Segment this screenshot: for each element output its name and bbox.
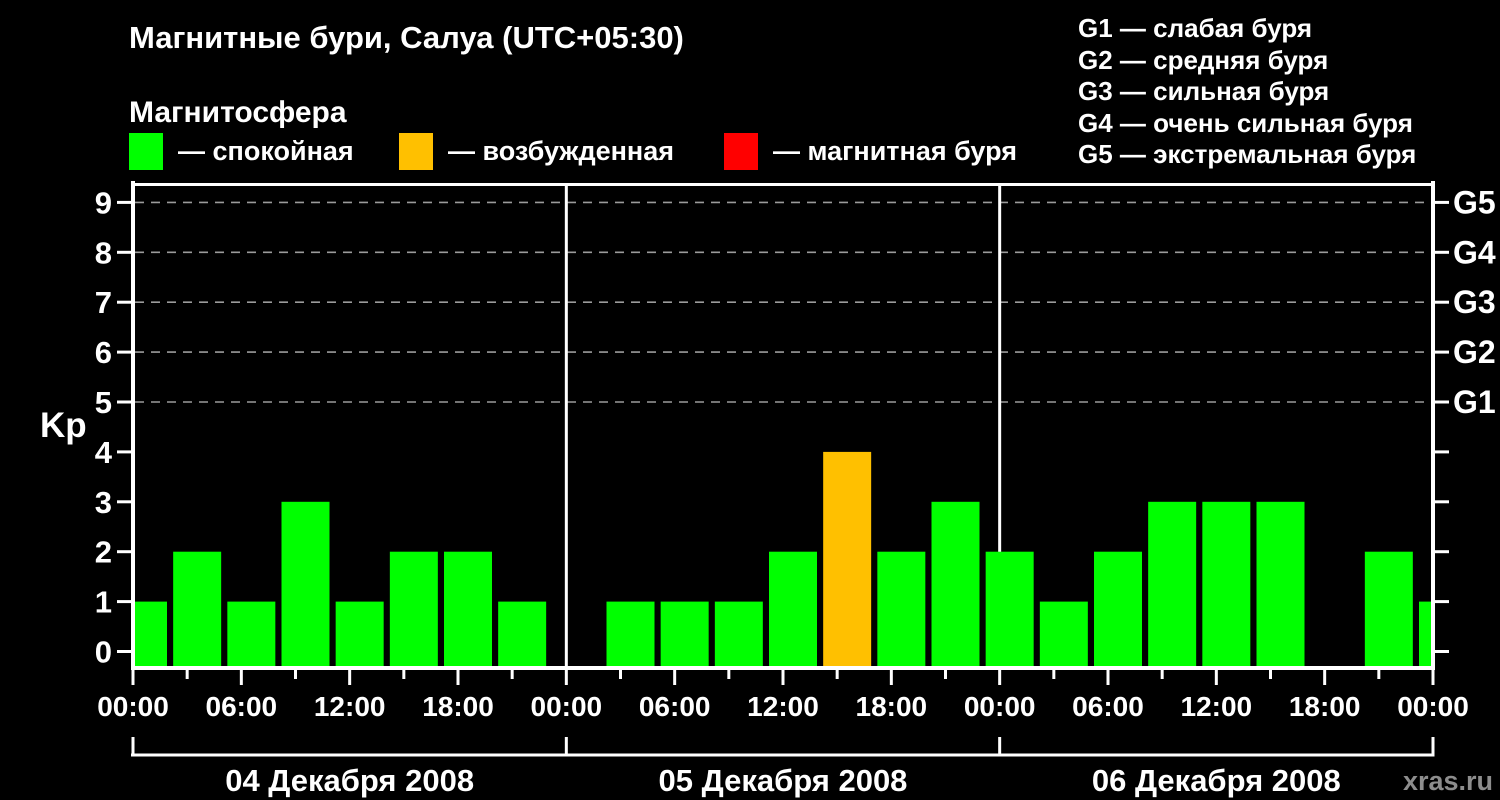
kp-bar-day0-slot0 bbox=[135, 601, 167, 668]
legend-item-unsettled: — возбужденная bbox=[399, 131, 674, 171]
legend-item-quiet: — спокойная bbox=[129, 131, 354, 171]
legend-label-unsettled: — возбужденная bbox=[448, 135, 674, 166]
kp-bar-day0-slot6 bbox=[444, 551, 493, 668]
x-tick-label: 00:00 bbox=[1397, 691, 1469, 722]
legend-label-storm: — магнитная буря bbox=[773, 135, 1017, 166]
kp-bar-day2-slot7 bbox=[1364, 551, 1413, 668]
kp-bar-day2-slot0 bbox=[985, 551, 1034, 668]
x-tick-label: 18:00 bbox=[856, 691, 928, 722]
kp-bar-day2-slot4 bbox=[1202, 501, 1251, 668]
x-tick-label: 18:00 bbox=[1289, 691, 1361, 722]
kp-bar-day3-slot0 bbox=[1418, 601, 1431, 668]
kp-bar-day0-slot5 bbox=[389, 551, 438, 668]
y-tick-label-6: 6 bbox=[95, 335, 112, 370]
date-label-0: 04 Декабря 2008 bbox=[225, 763, 474, 798]
g-level-label-G2: G2 bbox=[1453, 334, 1496, 370]
g4-legend-line: G4 — очень сильная буря bbox=[1078, 107, 1413, 138]
date-label-1: 05 Декабря 2008 bbox=[659, 763, 908, 798]
x-tick-label: 12:00 bbox=[314, 691, 386, 722]
g-level-label-G5: G5 bbox=[1453, 184, 1496, 220]
x-tick-label: 06:00 bbox=[639, 691, 711, 722]
y-tick-label-2: 2 bbox=[95, 535, 112, 570]
x-tick-label: 12:00 bbox=[747, 691, 819, 722]
kp-bar-day0-slot2 bbox=[227, 601, 276, 668]
quiet-color-swatch bbox=[129, 132, 163, 170]
g-level-label-G3: G3 bbox=[1453, 284, 1496, 320]
g2-legend-line: G2 — средняя буря bbox=[1078, 44, 1329, 75]
x-tick-label: 18:00 bbox=[422, 691, 494, 722]
g-level-label-G4: G4 bbox=[1453, 234, 1496, 270]
kp-bar-day2-slot5 bbox=[1256, 501, 1305, 668]
y-tick-label-8: 8 bbox=[95, 235, 112, 270]
x-tick-label: 00:00 bbox=[964, 691, 1036, 722]
y-axis-title: Kp bbox=[40, 406, 87, 445]
kp-bar-day1-slot7 bbox=[931, 501, 980, 668]
y-tick-label-7: 7 bbox=[95, 285, 112, 320]
x-tick-label: 06:00 bbox=[206, 691, 278, 722]
kp-bar-day0-slot7 bbox=[498, 601, 547, 668]
kp-bar-day0-slot4 bbox=[335, 601, 384, 668]
g1-legend-line: G1 — слабая буря bbox=[1078, 13, 1313, 43]
y-tick-label-5: 5 bbox=[95, 385, 112, 420]
kp-bar-day2-slot3 bbox=[1148, 501, 1197, 668]
g-level-label-G1: G1 bbox=[1453, 384, 1496, 420]
xras-watermark: xras.ru bbox=[1402, 766, 1493, 796]
g5-legend-line: G5 — экстремальная буря bbox=[1078, 139, 1417, 169]
y-tick-label-9: 9 bbox=[95, 185, 112, 220]
x-tick-label: 00:00 bbox=[97, 691, 169, 722]
x-tick-label: 00:00 bbox=[531, 691, 603, 722]
legend-label-quiet: — спокойная bbox=[178, 135, 354, 166]
kp-bar-day1-slot6 bbox=[877, 551, 926, 668]
chart-subtitle: Магнитосфера bbox=[129, 96, 347, 129]
kp-bar-day0-slot3 bbox=[281, 501, 330, 668]
x-tick-label: 12:00 bbox=[1181, 691, 1253, 722]
kp-bar-day2-slot2 bbox=[1093, 551, 1142, 668]
y-tick-label-0: 0 bbox=[95, 635, 112, 670]
unsettled-color-swatch bbox=[399, 132, 433, 170]
kp-bar-day1-slot2 bbox=[660, 601, 709, 668]
y-tick-label-1: 1 bbox=[95, 585, 112, 620]
y-tick-label-4: 4 bbox=[95, 435, 113, 470]
legend-item-storm: — магнитная буря bbox=[724, 131, 1017, 171]
kp-bar-day1-slot4 bbox=[768, 551, 817, 668]
kp-bar-day2-slot1 bbox=[1039, 601, 1088, 668]
x-tick-label: 06:00 bbox=[1072, 691, 1144, 722]
storm-color-swatch bbox=[724, 132, 758, 170]
page-title: Магнитные бури, Салуа (UTC+05:30) bbox=[129, 20, 684, 55]
kp-bar-day1-slot3 bbox=[714, 601, 763, 668]
date-label-2: 06 Декабря 2008 bbox=[1092, 763, 1341, 798]
kp-bar-day1-slot1 bbox=[606, 601, 655, 668]
g-scale-legend: G1 — слабая буря G2 — средняя буря G3 — … bbox=[1078, 13, 1416, 171]
kp-bar-day1-slot5 bbox=[823, 451, 872, 668]
g3-legend-line: G3 — сильная буря bbox=[1078, 76, 1330, 106]
y-tick-label-3: 3 bbox=[95, 485, 112, 520]
kp-bar-day0-slot1 bbox=[173, 551, 222, 668]
